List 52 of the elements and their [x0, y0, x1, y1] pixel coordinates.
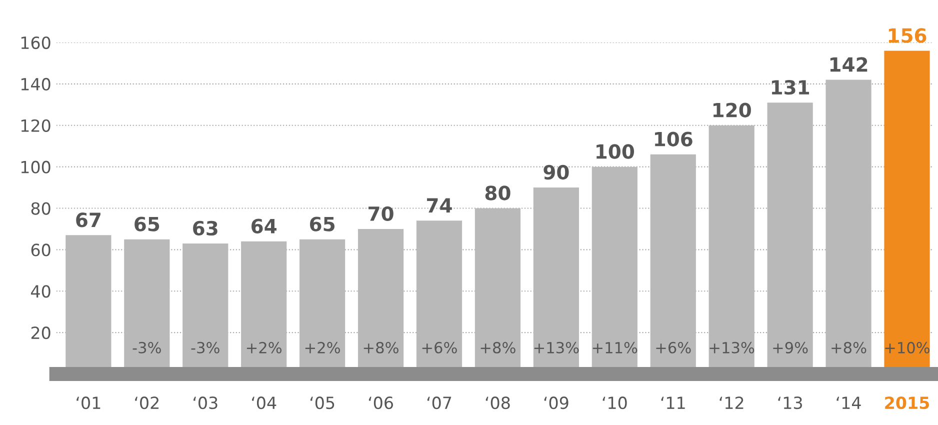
- annotation: +2%: [305, 342, 340, 354]
- data-label: 80: [485, 186, 510, 200]
- annotation: -3%: [191, 342, 220, 354]
- x-tick-label: ‘06: [368, 396, 393, 410]
- annotation: +13%: [710, 342, 754, 354]
- data-label: 65: [310, 216, 334, 232]
- y-tick-label: 160: [21, 36, 50, 50]
- annotation: +13%: [534, 342, 579, 354]
- data-label: 74: [427, 198, 452, 212]
- data-label: 63: [193, 220, 218, 236]
- x-tick-label: ‘04: [252, 396, 276, 410]
- x-tick-label: ‘02: [135, 396, 158, 410]
- x-tick-label: ‘07: [427, 396, 452, 410]
- x-tick-label: ‘13: [778, 396, 802, 410]
- data-label: 100: [596, 144, 634, 159]
- x-tick-label: ‘08: [486, 396, 510, 410]
- data-label: 131: [772, 80, 810, 95]
- data-label: 106: [655, 132, 692, 146]
- annotation: +11%: [592, 342, 638, 354]
- x-tick-label: 2015: [885, 396, 930, 410]
- annotation: +8%: [480, 342, 516, 354]
- data-label: 142: [830, 57, 868, 72]
- data-label: 65: [134, 216, 160, 232]
- annotation: +6%: [422, 342, 457, 354]
- x-tick-label: ‘14: [836, 396, 861, 409]
- y-tick-label: 40: [31, 285, 50, 298]
- y-tick-label: 140: [21, 78, 50, 91]
- annotation: +2%: [246, 342, 282, 354]
- annotation: -3%: [132, 342, 161, 354]
- y-tick-label: 20: [31, 326, 50, 340]
- x-tick-label: ‘03: [194, 396, 218, 410]
- y-tick-label: 80: [31, 202, 50, 215]
- annotation: +8%: [364, 342, 398, 354]
- y-tick-label: 60: [31, 244, 50, 256]
- annotation: +9%: [773, 342, 808, 354]
- data-label: 67: [76, 212, 100, 228]
- data-label: 90: [544, 164, 569, 180]
- annotation: +8%: [832, 342, 866, 354]
- x-tick-label: ‘09: [544, 396, 568, 410]
- x-tick-label: ‘01: [76, 396, 100, 410]
- data-label: 156: [888, 28, 926, 43]
- data-label: 64: [252, 218, 276, 234]
- y-tick-label: 120: [21, 119, 50, 132]
- annotation: +6%: [656, 342, 691, 354]
- x-tick-label: ‘10: [602, 396, 627, 410]
- data-label: 70: [368, 206, 394, 222]
- x-tick-label: ‘05: [310, 396, 334, 410]
- x-tick-label: ‘12: [720, 396, 744, 409]
- x-tick-label: ‘11: [661, 396, 685, 409]
- annotation: +10%: [885, 342, 930, 354]
- data-label: 120: [713, 102, 751, 118]
- y-tick-label: 100: [21, 160, 50, 174]
